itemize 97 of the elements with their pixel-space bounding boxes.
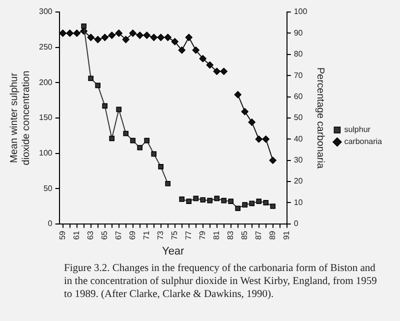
x-tick-label: 63 <box>86 230 96 240</box>
point <box>255 136 262 143</box>
point <box>87 34 94 42</box>
point <box>269 156 276 164</box>
x-tick-label: 91 <box>282 230 292 240</box>
point <box>88 76 94 82</box>
point <box>228 198 234 204</box>
x-tick-label: 73 <box>156 230 166 240</box>
point <box>199 55 206 62</box>
x-tick-label: 81 <box>212 230 222 240</box>
x-tick-label: 75 <box>170 230 180 240</box>
point <box>150 34 158 42</box>
y2-tick-label: 50 <box>294 113 304 122</box>
point <box>66 30 74 37</box>
point <box>263 200 269 206</box>
point <box>241 108 248 116</box>
point <box>235 206 241 212</box>
x-tick-label: 87 <box>254 230 264 240</box>
point <box>256 198 262 204</box>
x-axis-title: Year <box>162 245 185 258</box>
x-tick-label: 83 <box>226 230 236 240</box>
point <box>101 34 108 42</box>
point <box>151 151 157 157</box>
point <box>109 136 115 142</box>
point <box>158 164 164 170</box>
x-tick-label: 59 <box>58 230 68 240</box>
point <box>207 198 213 204</box>
x-tick-label: 61 <box>72 230 82 240</box>
point <box>200 197 206 203</box>
point <box>164 34 172 42</box>
point <box>214 196 220 202</box>
point <box>115 30 122 37</box>
point <box>157 34 164 42</box>
point <box>129 30 136 37</box>
point <box>192 46 200 54</box>
point <box>137 144 143 150</box>
x-tick-label: 77 <box>184 230 194 240</box>
x-tick-label: 67 <box>114 230 124 240</box>
point <box>206 61 214 69</box>
point <box>144 138 150 144</box>
point <box>213 68 220 75</box>
x-tick-label: 89 <box>268 230 278 240</box>
point <box>193 196 199 202</box>
point <box>123 130 129 136</box>
y-tick-label: 100 <box>38 148 53 158</box>
y-tick-label: 0 <box>48 219 53 228</box>
point <box>270 204 276 209</box>
point <box>248 118 256 126</box>
caption: Figure 3.2. Changes in the frequency of the carbonaria form of Biston and in the concentration of sulphur dioxide in West Kirby, England, from 1959 to 1989. (After Clarke, Clarke & Dawkins, 1990). <box>64 262 378 302</box>
y2-tick-label: 60 <box>294 92 304 101</box>
legend-label: carbonaria <box>344 137 383 146</box>
y2-tick-label: 0 <box>294 219 299 228</box>
point <box>165 180 171 186</box>
point <box>94 36 102 44</box>
point <box>249 200 255 206</box>
point <box>234 91 242 98</box>
point <box>143 32 150 39</box>
point <box>220 68 228 75</box>
y2-tick-label: 90 <box>294 28 304 38</box>
y2-axis-title: Percentage carbonaria <box>314 67 326 169</box>
point <box>136 32 144 39</box>
point <box>122 36 130 44</box>
point <box>179 196 185 202</box>
x-tick-label: 65 <box>100 230 110 240</box>
point <box>130 138 136 144</box>
y-tick-label: 150 <box>38 113 53 122</box>
y2-tick-label: 10 <box>294 198 304 207</box>
x-tick-label: 85 <box>240 230 250 240</box>
y2-tick-label: 30 <box>294 156 304 165</box>
point <box>185 34 192 42</box>
y2-tick-label: 20 <box>294 176 304 186</box>
point <box>59 30 66 37</box>
point <box>95 82 101 88</box>
point <box>186 198 192 204</box>
point <box>262 136 270 143</box>
y-tick-label: 50 <box>43 184 53 193</box>
point <box>81 23 87 29</box>
point <box>116 106 122 112</box>
point <box>102 103 108 109</box>
y-tick-label: 300 <box>38 7 53 16</box>
x-tick-label: 79 <box>198 230 208 240</box>
y2-tick-label: 40 <box>294 134 304 144</box>
point <box>221 198 227 204</box>
x-tick-label: 71 <box>142 230 152 240</box>
point <box>73 30 80 37</box>
point <box>178 46 186 54</box>
y-tick-label: 250 <box>38 42 53 52</box>
y-tick-label: 200 <box>38 78 53 87</box>
y2-tick-label: 80 <box>294 50 304 59</box>
point <box>171 38 178 46</box>
x-tick-label: 69 <box>128 230 138 240</box>
point <box>242 202 248 208</box>
y-axis-title: Mean winter sulphur dioxide concentration <box>8 70 32 166</box>
legend-label: sulphur <box>344 125 371 134</box>
y2-tick-label: 100 <box>294 7 308 16</box>
point <box>108 32 116 39</box>
y2-tick-label: 70 <box>294 70 304 80</box>
